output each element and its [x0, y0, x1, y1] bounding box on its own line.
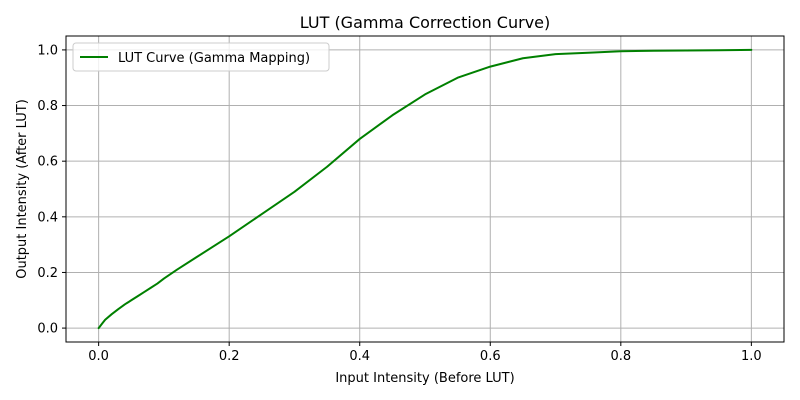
legend: LUT Curve (Gamma Mapping): [72, 42, 330, 72]
x-axis-label: Input Intensity (Before LUT): [335, 371, 514, 386]
y-tick-label: 1.0: [37, 43, 58, 58]
plot-area-frame: [65, 35, 785, 343]
x-tick-label: 0.4: [349, 349, 370, 364]
y-tick-label: 0.0: [37, 322, 58, 337]
grid: [66, 36, 784, 342]
y-tick-label: 0.2: [37, 266, 58, 281]
series-layer: [97, 48, 753, 330]
chart-title: LUT (Gamma Correction Curve): [300, 13, 551, 32]
y-axis-label: Output Intensity (After LUT): [15, 99, 30, 279]
y-tick-label: 0.6: [37, 155, 58, 170]
x-tick-label: 0.6: [480, 349, 501, 364]
legend-entry-label: LUT Curve (Gamma Mapping): [118, 51, 310, 66]
x-tick-label: 0.8: [610, 349, 631, 364]
x-tick-label: 0.0: [88, 349, 109, 364]
y-tick-label: 0.8: [37, 99, 58, 114]
y-tick-label: 0.4: [37, 210, 58, 225]
x-tick-label: 1.0: [741, 349, 762, 364]
legend-box: [72, 42, 330, 72]
x-tick-label: 0.2: [219, 349, 240, 364]
ticks: 0.0 0.2 0.4 0.6 0.8 1.0 0.0 0.2 0.4 0.6 0.8 1.0: [37, 43, 761, 364]
series-line-lut-curve: [97, 48, 753, 330]
